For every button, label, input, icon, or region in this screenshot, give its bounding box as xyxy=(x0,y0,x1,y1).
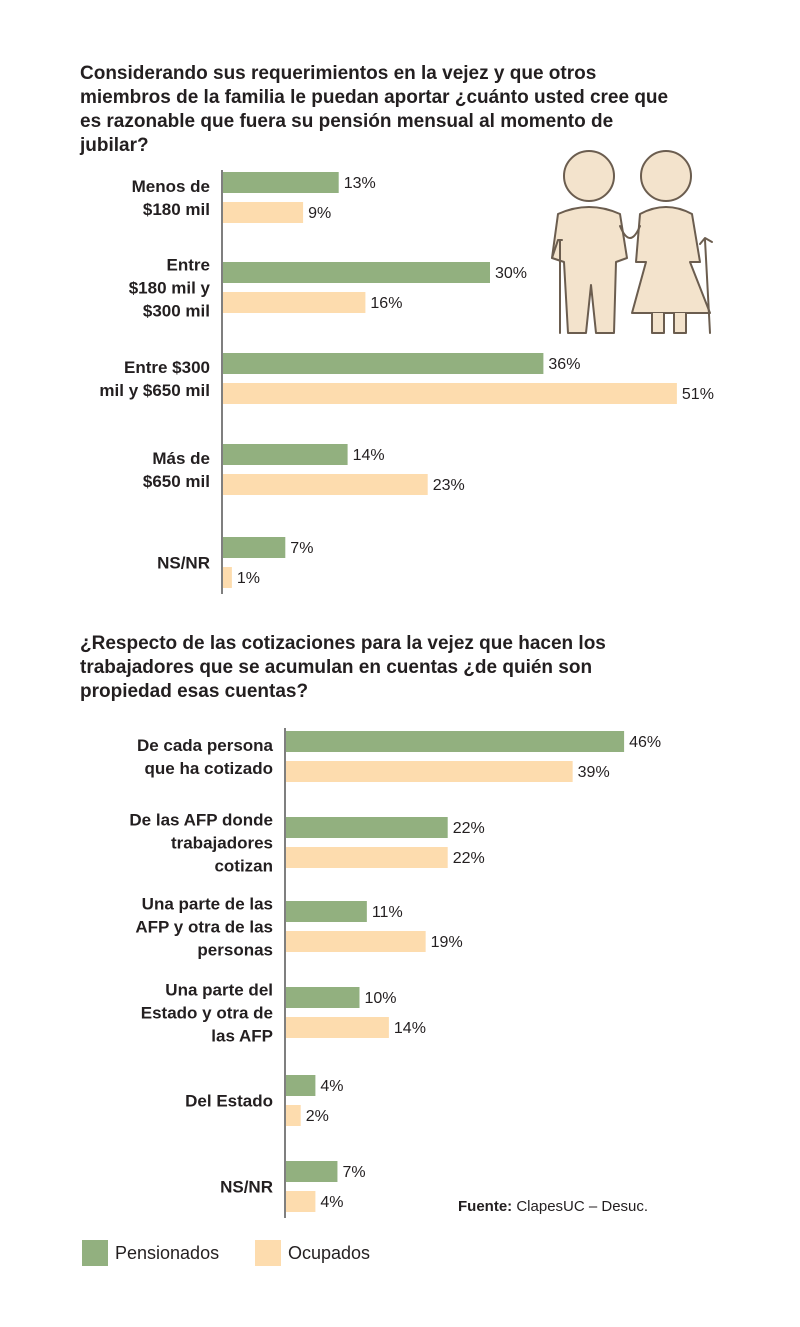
bar-ocupados xyxy=(286,761,573,782)
bar-pensionados xyxy=(286,987,360,1008)
source-note: Fuente: ClapesUC – Desuc. xyxy=(458,1198,648,1215)
value-label: 46% xyxy=(629,734,661,751)
bar-ocupados xyxy=(286,1017,389,1038)
value-label: 22% xyxy=(453,820,485,837)
category-label: Entre $300 mil y $650 mil xyxy=(99,358,210,400)
category-label: NS/NR xyxy=(220,1178,273,1197)
elderly-couple-illustration xyxy=(551,150,713,334)
bar-ocupados xyxy=(223,474,428,495)
chart2: 46% 39% De cada persona que ha cotizado 22% 2… xyxy=(129,728,661,1218)
chart1: 13% 9% Menos de $180 mil 30% 16% Entre $180 mil… xyxy=(99,170,714,594)
bar-pensionados xyxy=(223,537,286,558)
category-label: Menos de $180 mil xyxy=(132,177,210,219)
bar-ocupados xyxy=(286,847,448,868)
value-label: 4% xyxy=(320,1194,343,1211)
value-label: 2% xyxy=(306,1108,329,1125)
category-label: Una parte del Estado y otra de las AFP xyxy=(141,981,273,1046)
legend-swatch-pensionados xyxy=(82,1240,108,1266)
value-label: 14% xyxy=(353,447,385,464)
category-label: Más de $650 mil xyxy=(143,449,210,491)
legend-swatch-ocupados xyxy=(255,1240,281,1266)
value-label: 10% xyxy=(365,990,397,1007)
chart1-title: Considerando sus requerimientos en la ve… xyxy=(80,63,669,156)
bar-ocupados xyxy=(223,567,232,588)
value-label: 4% xyxy=(320,1078,343,1095)
bar-pensionados xyxy=(223,172,339,193)
value-label: 19% xyxy=(431,934,463,951)
bar-ocupados xyxy=(223,292,366,313)
value-label: 16% xyxy=(370,295,402,312)
bar-pensionados xyxy=(286,1161,338,1182)
legend: Pensionados Ocupados xyxy=(82,1240,370,1266)
legend-label-pensionados: Pensionados xyxy=(115,1243,219,1263)
value-label: 13% xyxy=(344,175,376,192)
value-label: 11% xyxy=(372,904,403,921)
bar-ocupados xyxy=(286,931,426,952)
bar-ocupados xyxy=(286,1191,316,1212)
bar-ocupados xyxy=(286,1105,301,1126)
value-label: 36% xyxy=(548,356,580,373)
chart2-title: ¿Respecto de las cotizaciones para la ve… xyxy=(80,633,606,702)
source-text: ClapesUC – Desuc. xyxy=(512,1198,649,1215)
value-label: 39% xyxy=(578,764,610,781)
category-label: De las AFP donde trabajadores cotizan xyxy=(129,811,273,876)
bar-ocupados xyxy=(223,202,304,223)
bar-pensionados xyxy=(223,444,348,465)
value-label: 51% xyxy=(682,386,714,403)
category-label: De cada persona que ha cotizado xyxy=(137,736,274,778)
value-label: 7% xyxy=(342,1164,365,1181)
bar-ocupados xyxy=(223,383,677,404)
category-label: Una parte de las AFP y otra de las persona… xyxy=(135,895,273,960)
category-label: Del Estado xyxy=(185,1092,273,1111)
category-label: NS/NR xyxy=(157,554,210,573)
bar-pensionados xyxy=(286,731,625,752)
value-label: 1% xyxy=(237,570,260,587)
bar-pensionados xyxy=(223,262,490,283)
value-label: 22% xyxy=(453,850,485,867)
value-label: 30% xyxy=(495,265,527,282)
legend-label-ocupados: Ocupados xyxy=(288,1243,370,1263)
bar-pensionados xyxy=(286,817,448,838)
value-label: 23% xyxy=(433,477,465,494)
value-label: 14% xyxy=(394,1020,426,1037)
bar-pensionados xyxy=(223,353,544,374)
value-label: 7% xyxy=(290,540,313,557)
category-label: Entre $180 mil y $300 mil xyxy=(129,256,211,321)
bar-pensionados xyxy=(286,1075,316,1096)
value-label: 9% xyxy=(308,205,331,222)
bar-pensionados xyxy=(286,901,367,922)
source-label: Fuente: xyxy=(458,1198,513,1215)
